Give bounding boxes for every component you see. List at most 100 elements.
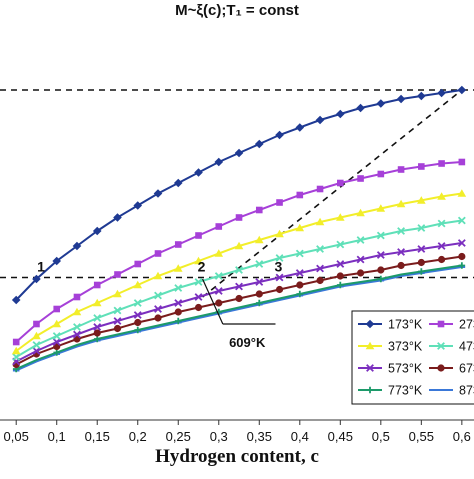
data-point bbox=[365, 319, 375, 329]
data-point bbox=[397, 166, 405, 173]
data-point bbox=[437, 364, 445, 372]
data-point bbox=[458, 262, 466, 269]
data-point bbox=[337, 281, 344, 289]
data-point bbox=[52, 319, 62, 328]
data-point bbox=[154, 250, 162, 257]
x-tick-label: 0,35 bbox=[247, 429, 272, 444]
data-point bbox=[195, 232, 202, 239]
data-point bbox=[417, 91, 426, 101]
data-point bbox=[437, 320, 445, 328]
data-point bbox=[377, 275, 385, 283]
legend-label: 773°K bbox=[388, 384, 423, 398]
series-line bbox=[15, 266, 462, 372]
data-point bbox=[215, 299, 223, 307]
data-point bbox=[11, 295, 21, 305]
data-point bbox=[254, 139, 264, 149]
data-point bbox=[32, 347, 41, 355]
data-point bbox=[377, 266, 385, 274]
data-point bbox=[154, 314, 162, 322]
data-point bbox=[194, 278, 203, 286]
x-tick-label: 0,2 bbox=[129, 429, 147, 444]
annotation-label: 2 bbox=[198, 259, 206, 275]
data-point bbox=[52, 338, 61, 346]
data-point bbox=[356, 208, 365, 217]
data-point bbox=[275, 273, 284, 282]
data-point bbox=[215, 223, 223, 230]
chart-title: M~ξ(c);T₁ = const bbox=[175, 2, 299, 19]
data-point bbox=[336, 272, 344, 280]
data-point bbox=[255, 299, 263, 307]
data-point bbox=[72, 307, 82, 316]
data-point bbox=[316, 185, 324, 193]
data-point bbox=[457, 239, 466, 247]
data-point bbox=[214, 157, 224, 167]
legend-label: 273°K bbox=[459, 318, 474, 332]
data-point bbox=[275, 254, 284, 262]
x-tick-label: 0,15 bbox=[85, 429, 110, 444]
data-point bbox=[457, 216, 466, 225]
data-point bbox=[93, 323, 102, 331]
data-point bbox=[11, 346, 21, 355]
data-point bbox=[438, 160, 445, 167]
data-point bbox=[437, 242, 446, 250]
data-point bbox=[356, 236, 365, 244]
x-tick-label: 0,1 bbox=[48, 429, 66, 444]
data-point bbox=[376, 204, 386, 212]
x-tick-label: 0,6 bbox=[453, 429, 471, 444]
data-point bbox=[174, 308, 182, 316]
x-tick-label: 0,4 bbox=[291, 429, 309, 444]
data-point bbox=[114, 271, 121, 278]
data-point bbox=[53, 305, 61, 313]
data-point bbox=[154, 305, 162, 313]
data-point bbox=[194, 168, 203, 177]
series-line bbox=[15, 264, 462, 370]
data-point bbox=[366, 364, 374, 372]
data-point bbox=[377, 170, 385, 178]
data-point bbox=[315, 115, 325, 125]
data-point bbox=[93, 335, 101, 343]
legend-label: 373°K bbox=[388, 340, 423, 354]
data-point bbox=[316, 245, 324, 253]
data-point bbox=[458, 252, 466, 261]
data-point bbox=[356, 255, 365, 264]
data-point bbox=[255, 206, 263, 214]
data-point bbox=[214, 287, 223, 295]
data-point bbox=[174, 317, 182, 325]
data-point bbox=[365, 341, 375, 350]
data-point bbox=[316, 276, 324, 285]
data-point bbox=[133, 311, 142, 319]
x-tick-label: 0,5 bbox=[372, 429, 390, 444]
data-point bbox=[336, 260, 345, 268]
data-point bbox=[417, 224, 426, 232]
data-point bbox=[235, 214, 243, 221]
legend-box bbox=[351, 310, 474, 405]
data-point bbox=[134, 318, 142, 327]
data-point bbox=[174, 299, 183, 307]
data-point bbox=[113, 317, 122, 325]
data-point bbox=[32, 341, 41, 349]
data-point bbox=[235, 294, 243, 303]
data-point bbox=[296, 290, 304, 298]
data-point bbox=[376, 231, 385, 240]
data-point bbox=[396, 199, 406, 208]
data-point bbox=[52, 332, 61, 340]
data-point bbox=[275, 229, 284, 238]
data-point bbox=[275, 130, 284, 140]
data-point bbox=[173, 264, 183, 272]
data-point bbox=[113, 306, 122, 315]
data-point bbox=[376, 251, 385, 259]
data-point bbox=[173, 178, 183, 188]
data-point bbox=[53, 349, 61, 356]
data-point bbox=[33, 320, 40, 328]
legend-label: 873°K bbox=[459, 384, 474, 398]
data-point bbox=[417, 245, 426, 253]
x-tick-label: 0,05 bbox=[4, 429, 29, 444]
data-point bbox=[113, 289, 122, 298]
data-point bbox=[376, 99, 386, 108]
data-point bbox=[295, 123, 305, 132]
data-point bbox=[133, 299, 142, 307]
data-point bbox=[255, 260, 264, 268]
data-point bbox=[457, 189, 467, 197]
